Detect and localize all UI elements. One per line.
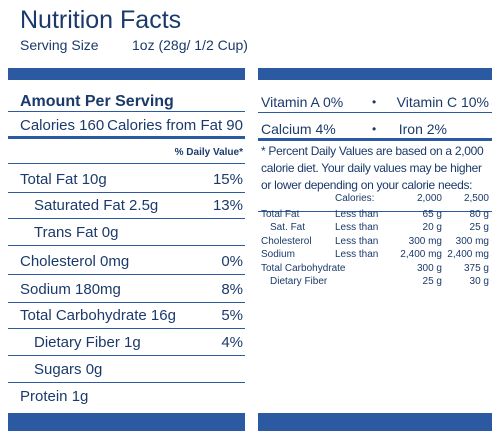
nutrient-label: Total Carbohydrate 16g (20, 307, 176, 324)
daily-value: 5% (221, 307, 243, 324)
table-cell: 300 g (416, 263, 442, 274)
divider (258, 211, 492, 212)
table-cell: 2,400 mg (400, 249, 442, 260)
table-cell: 30 g (469, 276, 489, 287)
daily-value: 15% (212, 171, 243, 188)
vitamin: Iron 2% (398, 121, 447, 137)
calories-from-fat: Calories from Fat 90 (107, 117, 243, 134)
table-cell: 300 mg (408, 236, 442, 247)
daily-value: 13% (212, 197, 243, 214)
table-cell: Sat. Fat (270, 222, 306, 233)
table-cell: Total Carbohydrate (261, 263, 346, 274)
nutrient-label: Protein 1g (20, 388, 89, 405)
table-cell: Sodium (261, 249, 295, 260)
table-cell: Less than (335, 249, 379, 260)
top-bar (8, 68, 245, 80)
calories: Calories 160 (20, 117, 105, 134)
vitamin: Vitamin A 0% (261, 94, 344, 110)
daily-value: 0% (221, 253, 243, 270)
top-bar (258, 68, 492, 80)
divider (8, 328, 245, 329)
vitamin: Calcium 4% (261, 121, 336, 137)
nutrient-label: Trans Fat 0g (34, 224, 119, 241)
footnote: * Percent Daily Values are based on a 2,… (261, 144, 484, 192)
bottom-bar (8, 413, 245, 431)
table-cell: 80 g (469, 209, 489, 220)
daily-value-header: % Daily Value* (174, 147, 243, 158)
table-cell: Cholesterol (261, 236, 312, 247)
table-header: 2,000 (416, 193, 442, 204)
nutrient-label: Cholesterol 0mg (20, 253, 130, 270)
heading: Amount Per Serving (20, 93, 174, 110)
table-cell: Less than (335, 236, 379, 247)
table-cell: 375 g (463, 263, 489, 274)
divider (8, 136, 245, 139)
table-cell: 65 g (422, 209, 442, 220)
divider (8, 218, 245, 219)
title: Nutrition Facts (20, 6, 182, 34)
divider (8, 163, 245, 164)
nutrient-label: Sodium 180mg (20, 281, 121, 298)
divider (8, 355, 245, 356)
table-cell: Less than (335, 222, 379, 233)
nutrient-label: Sugars 0g (34, 361, 103, 378)
divider (8, 382, 245, 383)
vitamin: Vitamin C 10% (396, 94, 489, 110)
table-cell: 25 g (469, 222, 489, 233)
separator: • (372, 122, 377, 136)
table-cell: Total Fat (261, 209, 300, 220)
separator: • (372, 95, 377, 109)
nutrient-label: Dietary Fiber 1g (34, 334, 141, 351)
table-cell: Less than (335, 209, 379, 220)
divider (8, 274, 245, 275)
table-cell: Dietary Fiber (270, 276, 328, 287)
divider (8, 302, 245, 303)
divider (258, 112, 492, 113)
divider (8, 111, 245, 112)
table-cell: 20 g (422, 222, 442, 233)
bottom-bar (258, 413, 492, 431)
divider (8, 245, 245, 246)
table-header: Calories: (335, 193, 375, 204)
nutrient-label: Saturated Fat 2.5g (34, 197, 159, 214)
serving-size: 1oz (28g/ 1/2 Cup) (132, 37, 248, 53)
table-header: 2,500 (463, 193, 489, 204)
table-cell: 300 mg (455, 236, 489, 247)
table-cell: 2,400 mg (447, 249, 489, 260)
daily-value: 8% (221, 281, 243, 298)
table-cell: 25 g (422, 276, 442, 287)
serving-size-label: Serving Size (20, 37, 99, 53)
divider (8, 192, 245, 193)
nutrient-label: Total Fat 10g (20, 171, 107, 188)
daily-value: 4% (221, 334, 243, 351)
divider (258, 138, 492, 141)
